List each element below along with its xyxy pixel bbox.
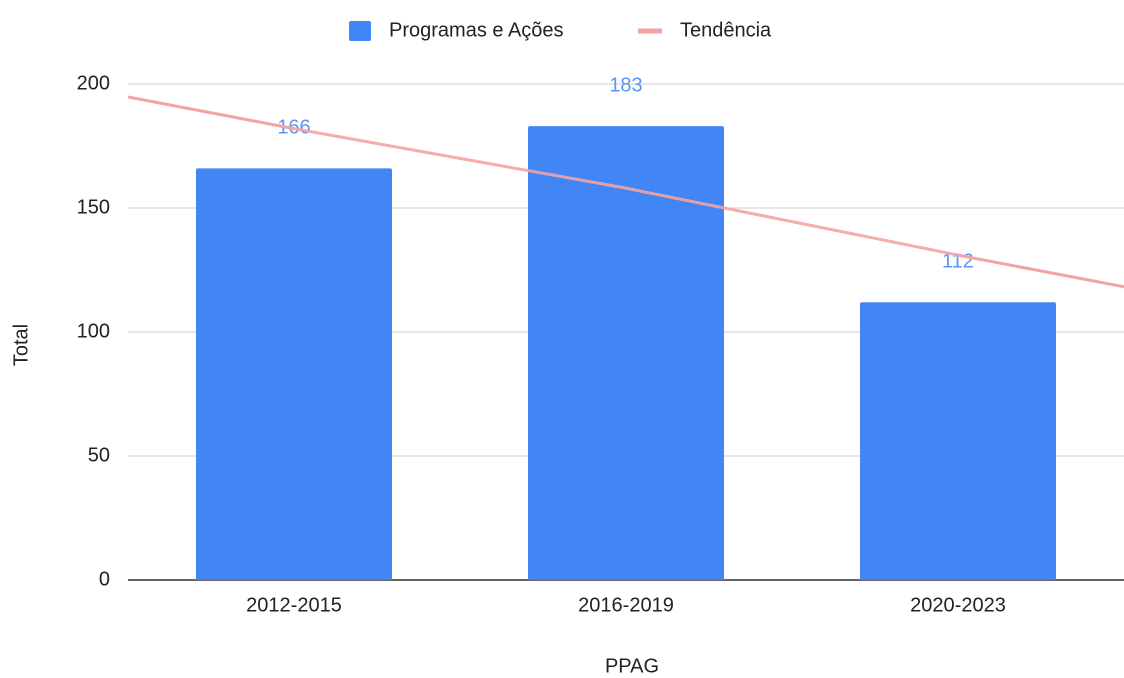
y-tick-label: 100 <box>77 320 110 342</box>
x-tick-label: 2016-2019 <box>578 594 674 616</box>
y-tick-label: 150 <box>77 196 110 218</box>
legend-swatch <box>349 21 371 41</box>
trend-extension <box>957 253 1124 289</box>
x-tick-label: 2020-2023 <box>910 594 1006 616</box>
y-axis-label: Total <box>10 324 32 366</box>
x-tick-label: 2012-2015 <box>246 594 342 616</box>
x-axis-label: PPAG <box>605 655 659 677</box>
legend-label: Programas e Ações <box>389 19 564 41</box>
y-tick-label: 0 <box>99 568 110 590</box>
bar <box>860 302 1056 580</box>
legend-label: Tendência <box>680 19 772 41</box>
bar <box>196 168 392 580</box>
trend-line <box>293 127 959 257</box>
y-tick-label: 200 <box>77 72 110 94</box>
data-label: 183 <box>609 74 642 96</box>
bar <box>528 126 724 580</box>
y-tick-label: 50 <box>88 444 110 466</box>
trend-extension <box>128 95 295 131</box>
